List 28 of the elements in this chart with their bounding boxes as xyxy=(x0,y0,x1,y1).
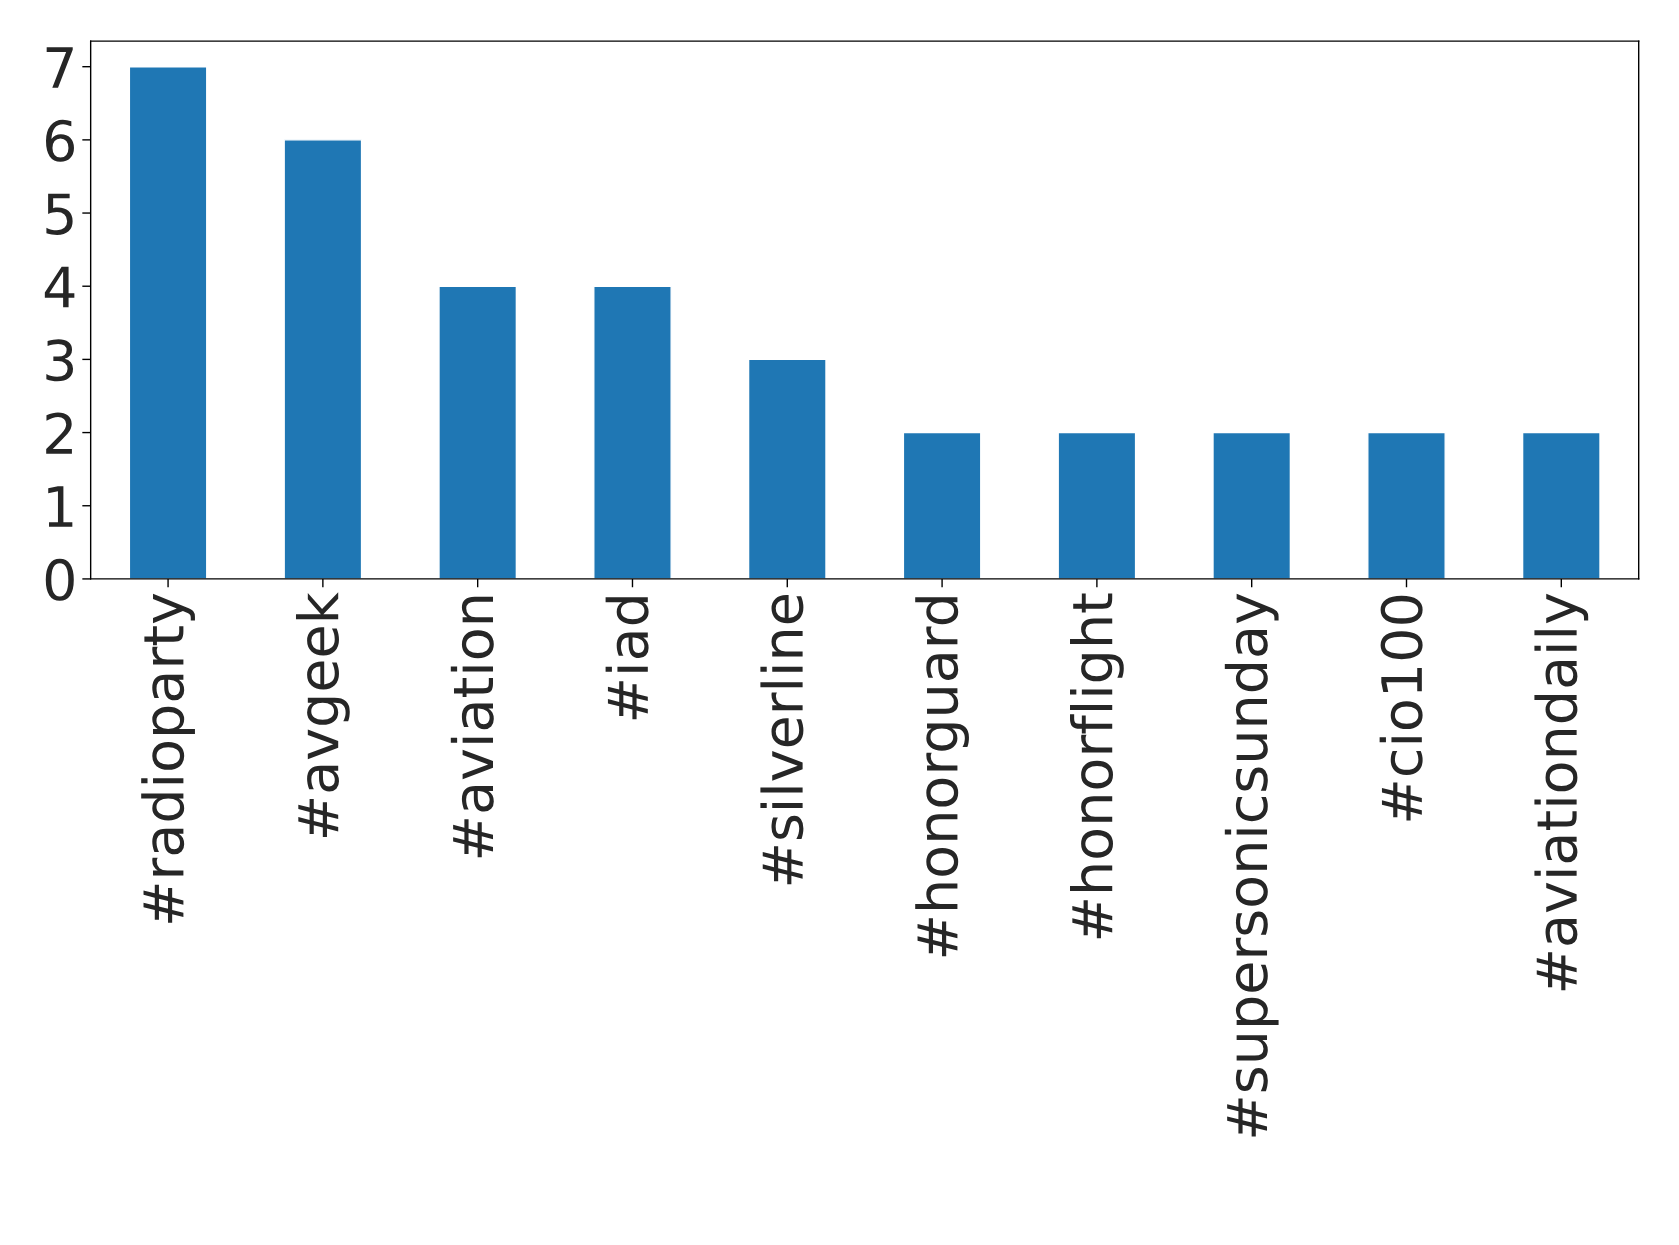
x-tick-label: #avgeek xyxy=(295,592,350,838)
x-tick-label: #aviationdaily xyxy=(1534,593,1589,991)
bar xyxy=(128,66,208,579)
y-tick-label: 7 xyxy=(46,47,73,88)
y-tick-label: 1 xyxy=(48,486,73,527)
bar xyxy=(747,358,827,579)
bar xyxy=(1212,431,1292,579)
x-tick-label: #silverline xyxy=(760,595,804,885)
bar xyxy=(1521,431,1601,579)
y-tick-label: 5 xyxy=(46,193,73,235)
y-tick-label: 0 xyxy=(45,558,74,601)
bar xyxy=(1057,431,1137,579)
x-tick-label: #aviation xyxy=(450,596,494,858)
bar xyxy=(283,139,363,579)
y-tick-label: 4 xyxy=(44,266,75,308)
y-tick-label: 2 xyxy=(46,412,72,454)
x-tick-label: #cio100 xyxy=(1379,595,1423,821)
y-tick-label: 3 xyxy=(46,339,74,382)
x-tick-label: #radioparty xyxy=(141,593,195,923)
bar xyxy=(902,431,982,579)
bar xyxy=(438,285,518,579)
bar xyxy=(1367,431,1446,579)
x-tick-label: #honorguard xyxy=(915,597,969,957)
x-tick-label: #supersonicsunday xyxy=(1224,593,1279,1137)
x-tick-label: #honorflight xyxy=(1070,593,1124,939)
bar xyxy=(593,285,672,579)
y-tick-label: 6 xyxy=(46,119,74,162)
x-tick-label: #iad xyxy=(605,597,649,720)
